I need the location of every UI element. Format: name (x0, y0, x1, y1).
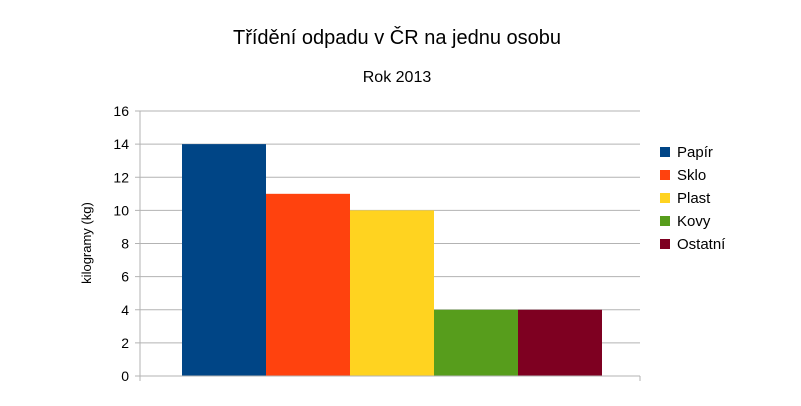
axes (135, 111, 641, 381)
y-tick-label: 16 (113, 103, 129, 119)
y-tick-label: 0 (121, 368, 129, 384)
bar-kovy (434, 309, 518, 376)
legend-swatch-ostatní (660, 239, 670, 249)
y-tick-label: 10 (113, 202, 129, 218)
legend: Papír Sklo Plast Kovy Ostatní (660, 144, 726, 253)
chart-subtitle: Rok 2013 (363, 69, 432, 86)
y-tick-label: 2 (121, 335, 129, 351)
legend-label-ostatní: Ostatní (677, 236, 726, 253)
y-tick-label: 14 (113, 136, 129, 152)
legend-label-plast: Plast (677, 190, 711, 207)
legend-label-papír: Papír (677, 144, 713, 161)
bar-ostatní (518, 309, 602, 376)
y-tick-label: 4 (121, 302, 129, 318)
chart-title: Třídění odpadu v ČR na jednu osobu (233, 26, 561, 49)
y-axis-ticks: 0 2 4 6 8 10 12 14 16 (113, 103, 140, 384)
bar-plast (350, 210, 434, 376)
y-axis-label: kilogramy (kg) (79, 202, 94, 284)
bars (182, 144, 602, 376)
y-tick-label: 12 (113, 169, 129, 185)
legend-swatch-kovy (660, 216, 670, 226)
legend-label-kovy: Kovy (677, 213, 711, 230)
bar-sklo (266, 193, 350, 376)
legend-swatch-plast (660, 193, 670, 203)
legend-swatch-sklo (660, 170, 670, 180)
bar-papír (182, 144, 266, 376)
y-tick-label: 8 (121, 236, 129, 252)
y-tick-label: 6 (121, 269, 129, 285)
legend-swatch-papír (660, 147, 670, 157)
legend-label-sklo: Sklo (677, 167, 706, 184)
